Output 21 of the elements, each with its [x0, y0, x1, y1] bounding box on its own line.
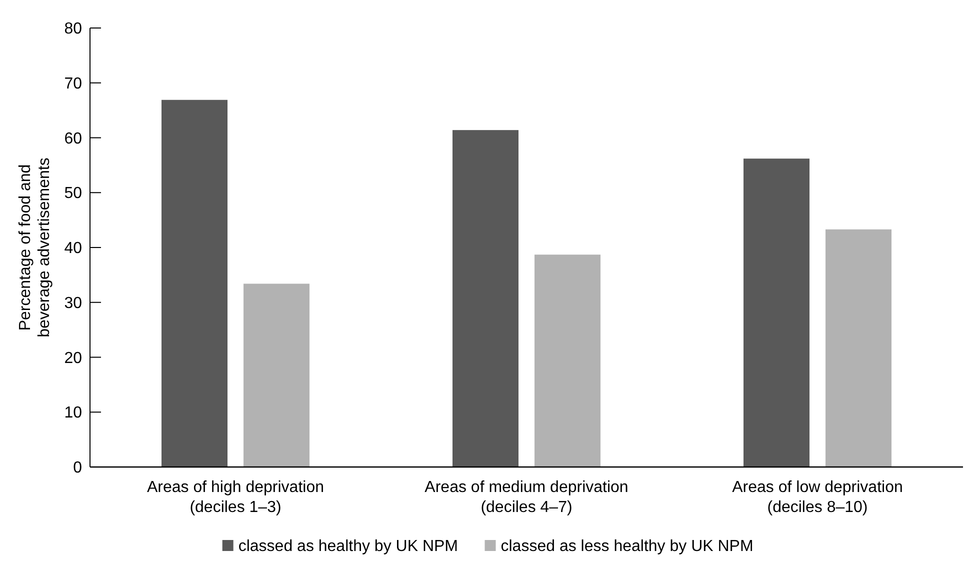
x-tick-label: Areas of medium deprivation (deciles 4–7): [424, 479, 628, 516]
legend-label: classed as healthy by UK NPM: [238, 538, 458, 555]
bar: [162, 100, 228, 467]
x-tick-label: Areas of low deprivation (deciles 8–10): [732, 479, 903, 516]
y-tick-label: 10: [64, 404, 82, 422]
bar: [744, 158, 810, 467]
y-tick-label: 40: [64, 240, 82, 258]
legend-label: classed as less healthy by UK NPM: [500, 538, 754, 555]
bar: [452, 130, 518, 467]
y-tick-label: 70: [64, 75, 82, 92]
y-tick-label: 0: [73, 460, 82, 477]
x-tick-label: Areas of high deprivation (deciles 1–3): [147, 479, 324, 516]
y-tick-label: 60: [64, 130, 82, 148]
bar: [244, 284, 310, 467]
bar: [534, 254, 600, 467]
y-tick-label: 50: [64, 185, 82, 202]
y-axis-title: Percentage of food and beverage advertisements: [17, 158, 53, 338]
bar: [826, 229, 892, 467]
y-tick-label: 80: [64, 20, 82, 38]
y-tick-label: 30: [64, 294, 82, 312]
y-tick-label: 20: [64, 350, 82, 367]
